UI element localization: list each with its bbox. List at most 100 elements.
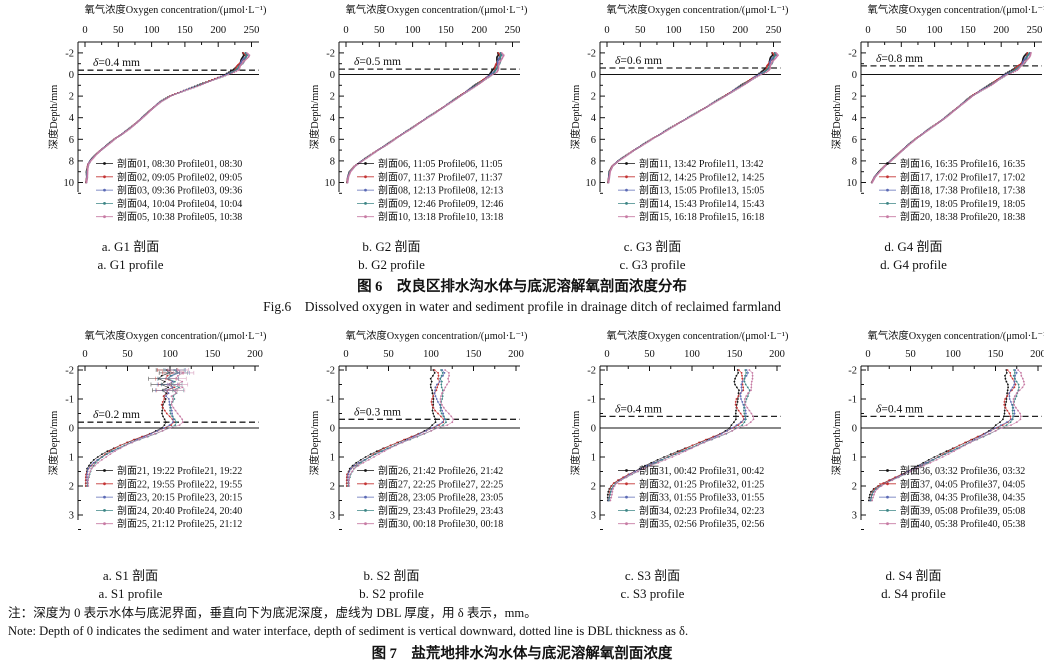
data-point <box>430 386 432 389</box>
x-tick-label: 250 <box>766 25 782 36</box>
data-point <box>900 150 903 153</box>
data-point <box>768 69 770 72</box>
data-point <box>669 127 671 130</box>
data-point <box>637 147 639 149</box>
data-point <box>433 372 436 374</box>
data-point <box>922 461 925 464</box>
data-point <box>949 450 952 453</box>
data-point <box>123 131 125 134</box>
data-point <box>745 374 748 377</box>
legend-marker-dot <box>886 175 889 179</box>
y-tick-label: 0 <box>69 70 74 81</box>
data-point <box>154 104 157 107</box>
data-point <box>1018 389 1021 392</box>
data-point <box>962 102 964 105</box>
x-axis-title-S1: 氧气浓度Oxygen concentration/(μmol·L⁻¹) <box>85 329 267 342</box>
data-point <box>969 441 972 444</box>
data-point <box>433 392 436 395</box>
chart-G3: 氧气浓度Oxygen concentration/(μmol·L⁻¹) 0 50 10… <box>569 3 788 223</box>
legend-label: 剖面28, 23:05 Profile28, 23:05 <box>378 491 503 504</box>
data-point <box>359 459 362 461</box>
data-point <box>735 409 737 412</box>
data-point <box>744 383 747 386</box>
data-point <box>751 374 754 377</box>
x-tick-label: 250 <box>244 25 260 36</box>
data-point <box>1002 415 1005 418</box>
data-point <box>871 181 874 184</box>
data-point <box>372 152 375 155</box>
data-point <box>747 392 749 395</box>
legend-entry-S4-5: 剖面40, 05:38 Profile40, 05:38 <box>879 517 1025 530</box>
legend-entry-S3-5: 剖面35, 02:56 Profile35, 02:56 <box>618 517 764 530</box>
data-point <box>740 386 743 389</box>
data-point <box>870 496 873 499</box>
data-point <box>371 153 373 156</box>
data-point <box>1003 403 1006 406</box>
data-point <box>736 386 738 389</box>
data-point <box>173 386 176 389</box>
legend-label: 剖面18, 17:38 Profile18, 17:38 <box>900 184 1025 197</box>
data-point <box>740 398 742 400</box>
data-point <box>684 450 687 453</box>
y-tick-label: 10 <box>325 178 336 189</box>
data-point <box>120 134 122 136</box>
legend-entry-S1-4: 剖面24, 20:40 Profile24, 20:40 <box>96 504 242 517</box>
data-point <box>109 141 112 144</box>
data-point <box>1008 398 1011 400</box>
data-point <box>952 447 955 450</box>
data-point <box>741 380 744 383</box>
legend-entry-G2-2: 剖面07, 11:37 Profile07, 11:37 <box>357 170 503 183</box>
series-line-S4-3 <box>869 369 1018 501</box>
x-tick-label: 0 <box>865 25 870 36</box>
legend-marker-dot <box>886 188 889 192</box>
data-point <box>689 115 692 118</box>
data-point <box>744 369 747 371</box>
data-point <box>440 108 442 110</box>
data-point <box>746 406 749 409</box>
y-tick-label: -1 <box>326 395 335 406</box>
data-point <box>981 435 984 438</box>
data-point <box>714 435 717 438</box>
data-point <box>387 142 390 145</box>
data-point <box>871 493 873 496</box>
data-point <box>739 412 742 415</box>
legend-marker-dot <box>625 202 628 205</box>
data-point <box>429 383 432 386</box>
data-point <box>157 102 160 105</box>
data-point <box>650 461 653 464</box>
data-point <box>367 459 370 461</box>
data-point <box>430 114 433 117</box>
y-tick-label: 3 <box>330 511 335 522</box>
data-point <box>437 377 439 380</box>
data-point <box>1004 374 1006 377</box>
data-point <box>483 79 486 81</box>
data-point <box>177 92 180 94</box>
data-point <box>742 389 745 392</box>
series-group-S1 <box>84 368 195 487</box>
data-point <box>700 109 703 111</box>
x-tick-label: 50 <box>122 349 133 360</box>
data-point <box>678 122 680 124</box>
data-point <box>994 430 997 432</box>
series-group-S4 <box>868 369 1026 502</box>
y-tick-label: 2 <box>852 92 857 103</box>
data-point <box>1008 412 1011 415</box>
data-point <box>874 488 877 490</box>
data-point <box>610 488 613 490</box>
data-point <box>138 438 140 441</box>
data-point <box>96 152 99 155</box>
data-point <box>117 447 119 450</box>
data-point <box>88 473 90 476</box>
data-point <box>1010 401 1012 403</box>
data-point <box>871 499 874 502</box>
data-point <box>958 447 961 450</box>
data-point <box>639 467 642 470</box>
data-point <box>1005 424 1008 426</box>
data-point <box>432 398 435 400</box>
data-point <box>633 149 636 152</box>
data-point <box>94 461 97 464</box>
data-point <box>434 395 437 397</box>
data-point <box>994 81 997 83</box>
data-point <box>145 113 148 116</box>
legend-entry-G4-5: 剖面20, 18:38 Profile20, 18:38 <box>879 210 1025 223</box>
